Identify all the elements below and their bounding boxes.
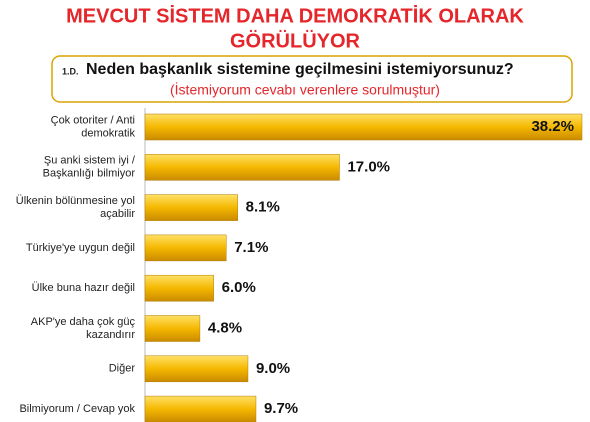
category-label: demokratik	[81, 127, 135, 139]
value-label: 8.1%	[246, 199, 280, 216]
question-number: 1.D.	[62, 66, 79, 76]
value-label: 9.0%	[256, 360, 290, 377]
value-label: 17.0%	[347, 158, 390, 175]
bar	[144, 113, 583, 141]
chart-title: GÖRÜLÜYOR	[230, 29, 361, 52]
category-label: AKP'ye daha çok güç	[31, 316, 136, 328]
bar	[144, 315, 201, 342]
value-label: 6.0%	[222, 279, 256, 296]
bar	[144, 154, 340, 181]
bar	[144, 274, 214, 302]
bar	[144, 234, 227, 262]
category-label: açabilir	[100, 208, 135, 220]
value-label: 7.1%	[234, 239, 268, 256]
bar	[144, 395, 257, 422]
category-label: Diğer	[109, 363, 136, 375]
category-label: kazandırır	[86, 329, 135, 341]
category-label: Başkanlığı bilmiyor	[43, 168, 136, 180]
value-label: 9.7%	[264, 400, 298, 417]
value-label: 4.8%	[208, 319, 242, 336]
category-label: Ülke buna hazır değil	[32, 282, 135, 294]
category-label: Şu anki sistem iyi /	[44, 155, 136, 167]
question: Neden başkanlık sistemine geçilmesini is…	[86, 61, 514, 78]
bar	[144, 355, 249, 383]
category-label: Çok otoriter / Anti	[51, 114, 135, 126]
category-label: Bilmiyorum / Cevap yok	[19, 403, 135, 415]
subtitle: (İstemiyorum cevabı verenlere sorulmuştu…	[170, 81, 440, 98]
bar	[144, 194, 238, 221]
question-box	[51, 55, 573, 103]
category-label: Ülkenin bölünmesine yol	[16, 195, 135, 207]
category-label: Türkiye'ye uygun değil	[26, 242, 135, 254]
value-label: 38.2%	[531, 118, 574, 135]
chart-title: MEVCUT SİSTEM DAHA DEMOKRATİK OLARAK	[66, 4, 524, 27]
